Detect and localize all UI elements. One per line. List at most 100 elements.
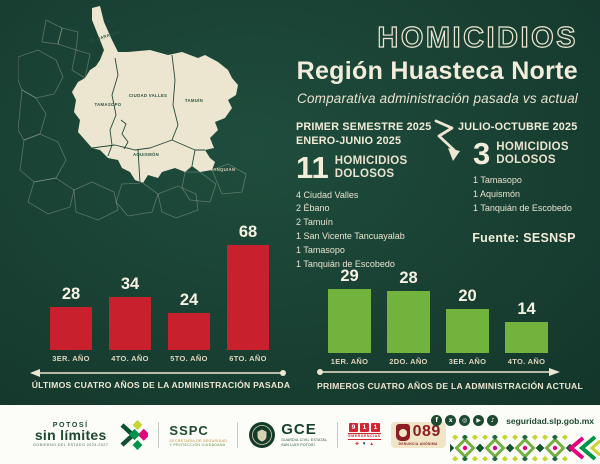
past-period-title-line1: PRIMER SEMESTRE 2025 bbox=[296, 121, 432, 133]
sspc-sub-line2: Y PROTECCIÓN CIUDADANA bbox=[169, 442, 226, 447]
bars-area: 29 28 20 14 bbox=[328, 228, 548, 353]
bar-value-label: 34 bbox=[120, 275, 140, 293]
anonymous-report-089-logo: 089 DENUNCIA ANÓNIMA bbox=[390, 421, 446, 448]
gce-emblem-icon bbox=[249, 421, 276, 448]
police-shield-icon: ▼ bbox=[361, 440, 367, 446]
count-label-line2: DOLOSOS bbox=[334, 168, 395, 181]
header: HOMICIDIOS Región Huasteca Norte Compara… bbox=[296, 22, 578, 106]
category-axis: 1ER. AÑO 2DO. AÑO 3ER. AÑO 4TO. AÑO bbox=[328, 357, 548, 366]
fire-flame-icon: ▲ bbox=[369, 440, 374, 446]
current-period-title: JULIO-OCTUBRE 2025 bbox=[458, 120, 590, 134]
past-period-municipality-list: 4 Ciudad Valles 2 Ébano 2 Tamuín 1 San Vice… bbox=[296, 189, 451, 273]
bar-column: 28 bbox=[50, 285, 92, 350]
count-label-line1: HOMICIDIOS bbox=[496, 141, 569, 154]
list-item: 2 Ébano bbox=[296, 203, 330, 214]
bar-value-label: 29 bbox=[340, 267, 359, 285]
page-title-outline: HOMICIDIOS bbox=[377, 22, 578, 54]
list-item: 1 Tamasopo bbox=[473, 175, 522, 186]
category-label: 3ER. AÑO bbox=[448, 357, 487, 366]
list-item: 1 bbox=[370, 422, 380, 432]
map-label-ciudad-valles: CIUDAD VALLES bbox=[129, 93, 167, 98]
potosi-logo-main-text: sin límites bbox=[34, 426, 107, 443]
911-label: EMERGENCIAS bbox=[348, 432, 381, 440]
current-period-municipality-list: 1 Tamasopo 1 Aquismón 1 Tanquián de Escobe… bbox=[458, 174, 590, 216]
map-label-tamuin: TAMUÍN bbox=[185, 98, 203, 103]
past-period-title-line2: ENERO-JUNIO 2025 bbox=[296, 135, 402, 148]
bar-column: 68 bbox=[227, 223, 269, 350]
bar bbox=[168, 313, 210, 350]
bar bbox=[328, 289, 371, 353]
facebook-icon: f bbox=[431, 415, 443, 426]
data-source: Fuente: SESNSP bbox=[472, 231, 576, 246]
list-item: 4 Ciudad Valles bbox=[296, 189, 359, 200]
chart-caption-current: PRIMEROS CUATRO AÑOS DE LA ADMINISTRACIÓ… bbox=[317, 381, 583, 391]
region-map: EL NARANJO CIUDAD VALLES TAMUÍN TAMASOPO… bbox=[18, 6, 247, 221]
past-period-total: 11 HOMICIDIOS DOLOSOS bbox=[296, 150, 451, 186]
potosi-logo-sub-text: GOBIERNO DEL ESTADO 2024-2027 bbox=[33, 443, 109, 448]
decorative-pattern bbox=[450, 435, 600, 461]
current-period-count: 3 bbox=[473, 136, 491, 172]
website-url: seguridad.slp.gob.mx bbox=[506, 415, 594, 426]
x-icon: x bbox=[445, 415, 457, 426]
list-item: 2 Tamuín bbox=[296, 217, 333, 228]
axis-arrow-right bbox=[317, 368, 560, 376]
bar bbox=[446, 309, 489, 353]
list-item: 1 Aquismón bbox=[473, 189, 521, 200]
footer-bar: POTOSÍ sin límites GOBIERNO DEL ESTADO 2… bbox=[0, 405, 600, 464]
medical-cross-icon: ✚ bbox=[355, 440, 359, 446]
social-icons: f x ◎ ▶ ♪ bbox=[431, 415, 499, 426]
bar-column: 24 bbox=[168, 291, 210, 350]
bar-column: 14 bbox=[505, 300, 548, 353]
category-label: 1ER. AÑO bbox=[330, 357, 369, 366]
potosi-starburst-icon bbox=[120, 419, 149, 450]
footer-divider bbox=[337, 421, 339, 448]
sspc-logo: SSPC SECRETARÍA DE SEGURIDAD Y PROTECCIÓ… bbox=[169, 423, 227, 447]
footer-divider bbox=[237, 421, 239, 448]
bar bbox=[227, 245, 269, 350]
past-period-count: 11 bbox=[296, 150, 329, 186]
current-period-total: 3 HOMICIDIOS DOLOSOS bbox=[458, 136, 590, 172]
instagram-icon: ◎ bbox=[459, 415, 471, 426]
gce-logo: GCE GUARDIA CIVIL ESTATAL SAN LUIS POTOS… bbox=[248, 421, 327, 449]
map-label-tanquian: TANQUIÁN bbox=[211, 167, 236, 172]
map-label-aquismon: AQUISMÓN bbox=[133, 152, 159, 157]
list-item: 1 San Vicente Tancuayalab bbox=[296, 231, 405, 242]
gce-sub-line2: SAN LUIS POTOSÍ bbox=[281, 443, 315, 447]
bar-value-label: 14 bbox=[517, 300, 536, 318]
bar bbox=[109, 297, 151, 350]
bar-column: 28 bbox=[387, 269, 430, 353]
count-label-line1: HOMICIDIOS bbox=[334, 155, 408, 168]
current-period-title-line1: JULIO-OCTUBRE 2025 bbox=[458, 121, 578, 133]
count-label-line2: DOLOSOS bbox=[496, 154, 556, 167]
sspc-sub-line1: SECRETARÍA DE SEGURIDAD bbox=[169, 438, 228, 443]
past-period-title: PRIMER SEMESTRE 2025 ENERO-JUNIO 2025 bbox=[296, 120, 451, 148]
089-row: 089 bbox=[395, 423, 441, 441]
category-axis: 3ER. AÑO 4TO. AÑO 5TO. AÑO 6TO. AÑO bbox=[50, 354, 269, 363]
bar-value-label: 28 bbox=[399, 269, 418, 287]
list-item: 9 bbox=[348, 422, 358, 432]
list-item: 1 Tamasopo bbox=[296, 245, 345, 256]
footer-divider bbox=[158, 421, 160, 448]
potosi-sin-limites-logo: POTOSÍ sin límites GOBIERNO DEL ESTADO 2… bbox=[33, 422, 108, 448]
911-service-icons: ✚ ▼ ▲ bbox=[355, 441, 374, 447]
huasteca-norte-region-shape bbox=[72, 6, 238, 183]
footer-logos: POTOSÍ sin límites GOBIERNO DEL ESTADO 2… bbox=[33, 405, 446, 464]
stats-past-period: PRIMER SEMESTRE 2025 ENERO-JUNIO 2025 11… bbox=[296, 120, 451, 272]
page-subtitle: Comparativa administración pasada vs act… bbox=[297, 90, 578, 106]
bar bbox=[50, 307, 92, 350]
bar-column: 20 bbox=[446, 287, 489, 353]
map-label-tamasopo: TAMASOPO bbox=[95, 102, 122, 107]
trend-down-arrow-icon bbox=[434, 119, 460, 161]
potosi-logo-top-text: POTOSÍ bbox=[52, 421, 89, 429]
stats-current-period: JULIO-OCTUBRE 2025 3 HOMICIDIOS DOLOSOS … bbox=[458, 120, 590, 245]
category-label: 3ER. AÑO bbox=[52, 354, 90, 363]
category-label: 2DO. AÑO bbox=[389, 357, 428, 366]
bar bbox=[387, 291, 430, 353]
axis-arrow-left bbox=[30, 369, 286, 377]
chart-caption-past: ÚLTIMOS CUATRO AÑOS DE LA ADMINISTRACIÓN… bbox=[31, 380, 291, 390]
page-title: Región Huasteca Norte bbox=[296, 57, 578, 85]
category-label: 4TO. AÑO bbox=[507, 357, 546, 366]
